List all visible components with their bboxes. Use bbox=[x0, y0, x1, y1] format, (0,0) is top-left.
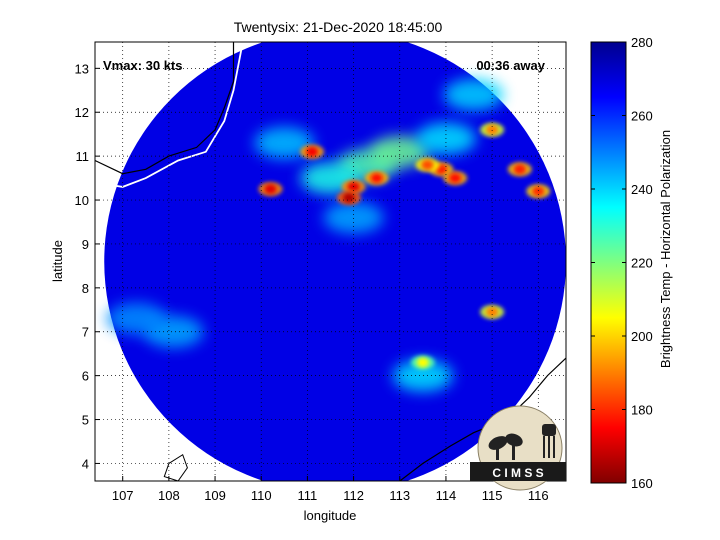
colorbar-tick-label: 260 bbox=[631, 109, 653, 124]
anvil-feature-8 bbox=[106, 302, 167, 335]
cold-core-4 bbox=[264, 184, 277, 195]
colorbar: 280 260 240 220 200 180 160 Brightness Temp - … bbox=[590, 35, 673, 491]
cold-core-11 bbox=[486, 306, 499, 317]
y-tick-label: 9 bbox=[82, 237, 89, 252]
satellite-dish-icon bbox=[488, 433, 523, 460]
y-tick-label: 10 bbox=[75, 193, 89, 208]
y-tick-label: 11 bbox=[76, 149, 90, 164]
cold-core-7 bbox=[421, 159, 434, 170]
x-tick-label: 112 bbox=[343, 488, 364, 503]
time-away-annotation: 00:36 away bbox=[476, 58, 545, 73]
swath-features bbox=[106, 78, 551, 392]
cold-core-9 bbox=[532, 186, 545, 197]
x-tick-label: 111 bbox=[298, 488, 318, 503]
anvil-feature-4 bbox=[254, 126, 315, 159]
anvil-feature-1 bbox=[369, 135, 430, 168]
y-tick-label: 4 bbox=[82, 456, 89, 471]
anvil-feature-6 bbox=[392, 359, 453, 392]
x-tick-label: 114 bbox=[436, 488, 457, 503]
y-tick-label: 7 bbox=[82, 325, 89, 340]
logo-text: C I M S S bbox=[492, 466, 543, 480]
colorbar-tick-label: 240 bbox=[631, 182, 653, 197]
colorbar-tick-label: 180 bbox=[631, 403, 653, 418]
colorbar-ticks: 280 260 240 220 200 180 160 bbox=[591, 35, 653, 491]
colorbar-tick-label: 280 bbox=[631, 35, 653, 50]
x-axis-label: longitude bbox=[304, 508, 357, 523]
cold-core-8 bbox=[513, 164, 526, 175]
chart-title: Twentysix: 21-Dec-2020 18:45:00 bbox=[234, 19, 443, 35]
cold-core-6 bbox=[449, 173, 462, 184]
x-axis: 107 108 109 110 111 112 113 114 115 116 bbox=[112, 476, 549, 503]
y-axis-label: latitude bbox=[50, 240, 65, 282]
cimss-logo: C I M S S bbox=[470, 405, 566, 491]
cold-core-3 bbox=[306, 146, 319, 157]
anvil-feature-9 bbox=[323, 201, 384, 234]
colorbar-tick-label: 160 bbox=[631, 476, 653, 491]
colorbar-tick-label: 200 bbox=[631, 329, 653, 344]
y-tick-label: 13 bbox=[75, 61, 89, 76]
cold-core-12 bbox=[416, 357, 429, 368]
y-tick-label: 12 bbox=[75, 105, 89, 120]
swath bbox=[104, 42, 566, 481]
cold-core-2 bbox=[370, 173, 383, 184]
x-tick-label: 113 bbox=[389, 488, 410, 503]
land-island bbox=[164, 454, 188, 481]
x-tick-label: 107 bbox=[112, 488, 134, 503]
x-tick-label: 115 bbox=[482, 488, 503, 503]
coast-vietnam bbox=[95, 42, 235, 175]
colorbar-gradient bbox=[590, 41, 627, 484]
x-tick-label: 110 bbox=[251, 488, 272, 503]
colorbar-tick-label: 220 bbox=[631, 256, 653, 271]
x-tick-label: 116 bbox=[528, 488, 549, 503]
coast-island bbox=[163, 453, 188, 481]
y-axis: 4 5 6 7 8 9 10 11 12 13 bbox=[75, 61, 100, 471]
x-tick-label: 108 bbox=[158, 488, 180, 503]
anvil-feature-5 bbox=[443, 78, 504, 111]
y-tick-label: 8 bbox=[82, 281, 89, 296]
vmax-annotation: Vmax: 30 kts bbox=[103, 58, 183, 73]
y-tick-label: 6 bbox=[82, 369, 89, 384]
water-tower-icon bbox=[542, 424, 556, 458]
y-tick-label: 5 bbox=[82, 413, 89, 428]
cold-core-10 bbox=[486, 124, 499, 135]
axes-frame bbox=[94, 41, 567, 482]
x-tick-label: 109 bbox=[204, 488, 226, 503]
cold-core-1 bbox=[342, 192, 355, 203]
colorbar-label: Brightness Temp - Horizontal Polarizatio… bbox=[658, 130, 673, 368]
plot-area: 107 108 109 110 111 112 113 114 115 116 4 5 6 7 8 9 10 1… bbox=[75, 41, 567, 503]
